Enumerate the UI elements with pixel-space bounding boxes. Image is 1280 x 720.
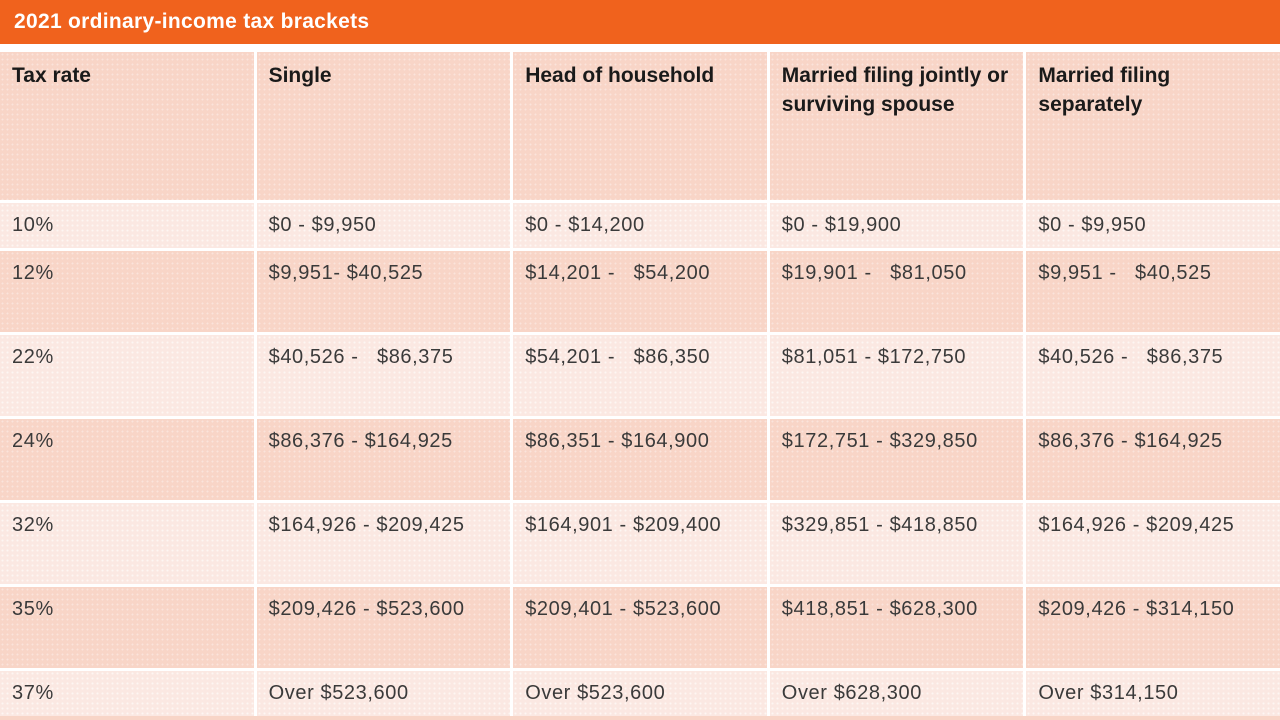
bracket-cell: $81,051 - $172,750 [769, 335, 1024, 416]
bracket-cell: Over $314,150 [1026, 671, 1280, 716]
bracket-cell: $209,426 - $314,150 [1026, 587, 1280, 668]
bracket-cell: $86,351 - $164,900 [513, 419, 767, 500]
column-header-married-jointly: Married filing jointly or surviving spou… [769, 52, 1024, 200]
title-bar: 2021 ordinary-income tax brackets [0, 0, 1280, 44]
bracket-cell: $19,901 - $81,050 [769, 251, 1024, 332]
bracket-cell: $0 - $14,200 [513, 203, 767, 248]
tax-rate-cell: 24% [0, 419, 254, 500]
column-header-tax-rate: Tax rate [0, 52, 254, 200]
bracket-cell: $209,401 - $523,600 [513, 587, 767, 668]
bracket-cell: $14,201 - $54,200 [513, 251, 767, 332]
tax-brackets-table: Tax rate Single Head of household Marrie… [0, 52, 1280, 716]
page-title: 2021 ordinary-income tax brackets [14, 10, 370, 33]
tax-rate-cell: 22% [0, 335, 254, 416]
bracket-cell: $172,751 - $329,850 [769, 419, 1024, 500]
title-gap [0, 44, 1280, 52]
tax-rate-cell: 35% [0, 587, 254, 668]
bracket-cell: $86,376 - $164,925 [1026, 419, 1280, 500]
column-header-married-separately: Married filing separately [1026, 52, 1280, 200]
tax-rate-cell: 37% [0, 671, 254, 716]
tax-rate-cell: 10% [0, 203, 254, 248]
bottom-row-cutoff-strip [0, 716, 1280, 720]
bracket-cell: $0 - $9,950 [256, 203, 511, 248]
bracket-cell: $40,526 - $86,375 [256, 335, 511, 416]
bracket-cell: Over $523,600 [256, 671, 511, 716]
bracket-cell: $209,426 - $523,600 [256, 587, 511, 668]
tax-rate-cell: 32% [0, 503, 254, 584]
bracket-cell: Over $628,300 [769, 671, 1024, 716]
bracket-cell: $0 - $9,950 [1026, 203, 1280, 248]
tax-rate-cell: 12% [0, 251, 254, 332]
bracket-cell: $86,376 - $164,925 [256, 419, 511, 500]
column-header-head-of-household: Head of household [513, 52, 767, 200]
bracket-cell: $164,926 - $209,425 [256, 503, 511, 584]
bracket-cell: Over $523,600 [513, 671, 767, 716]
bracket-cell: $40,526 - $86,375 [1026, 335, 1280, 416]
bracket-cell: $9,951- $40,525 [256, 251, 511, 332]
bracket-cell: $164,926 - $209,425 [1026, 503, 1280, 584]
bracket-cell: $0 - $19,900 [769, 203, 1024, 248]
bracket-cell: $329,851 - $418,850 [769, 503, 1024, 584]
column-header-single: Single [256, 52, 511, 200]
bracket-cell: $418,851 - $628,300 [769, 587, 1024, 668]
bracket-cell: $54,201 - $86,350 [513, 335, 767, 416]
bracket-cell: $164,901 - $209,400 [513, 503, 767, 584]
bracket-cell: $9,951 - $40,525 [1026, 251, 1280, 332]
